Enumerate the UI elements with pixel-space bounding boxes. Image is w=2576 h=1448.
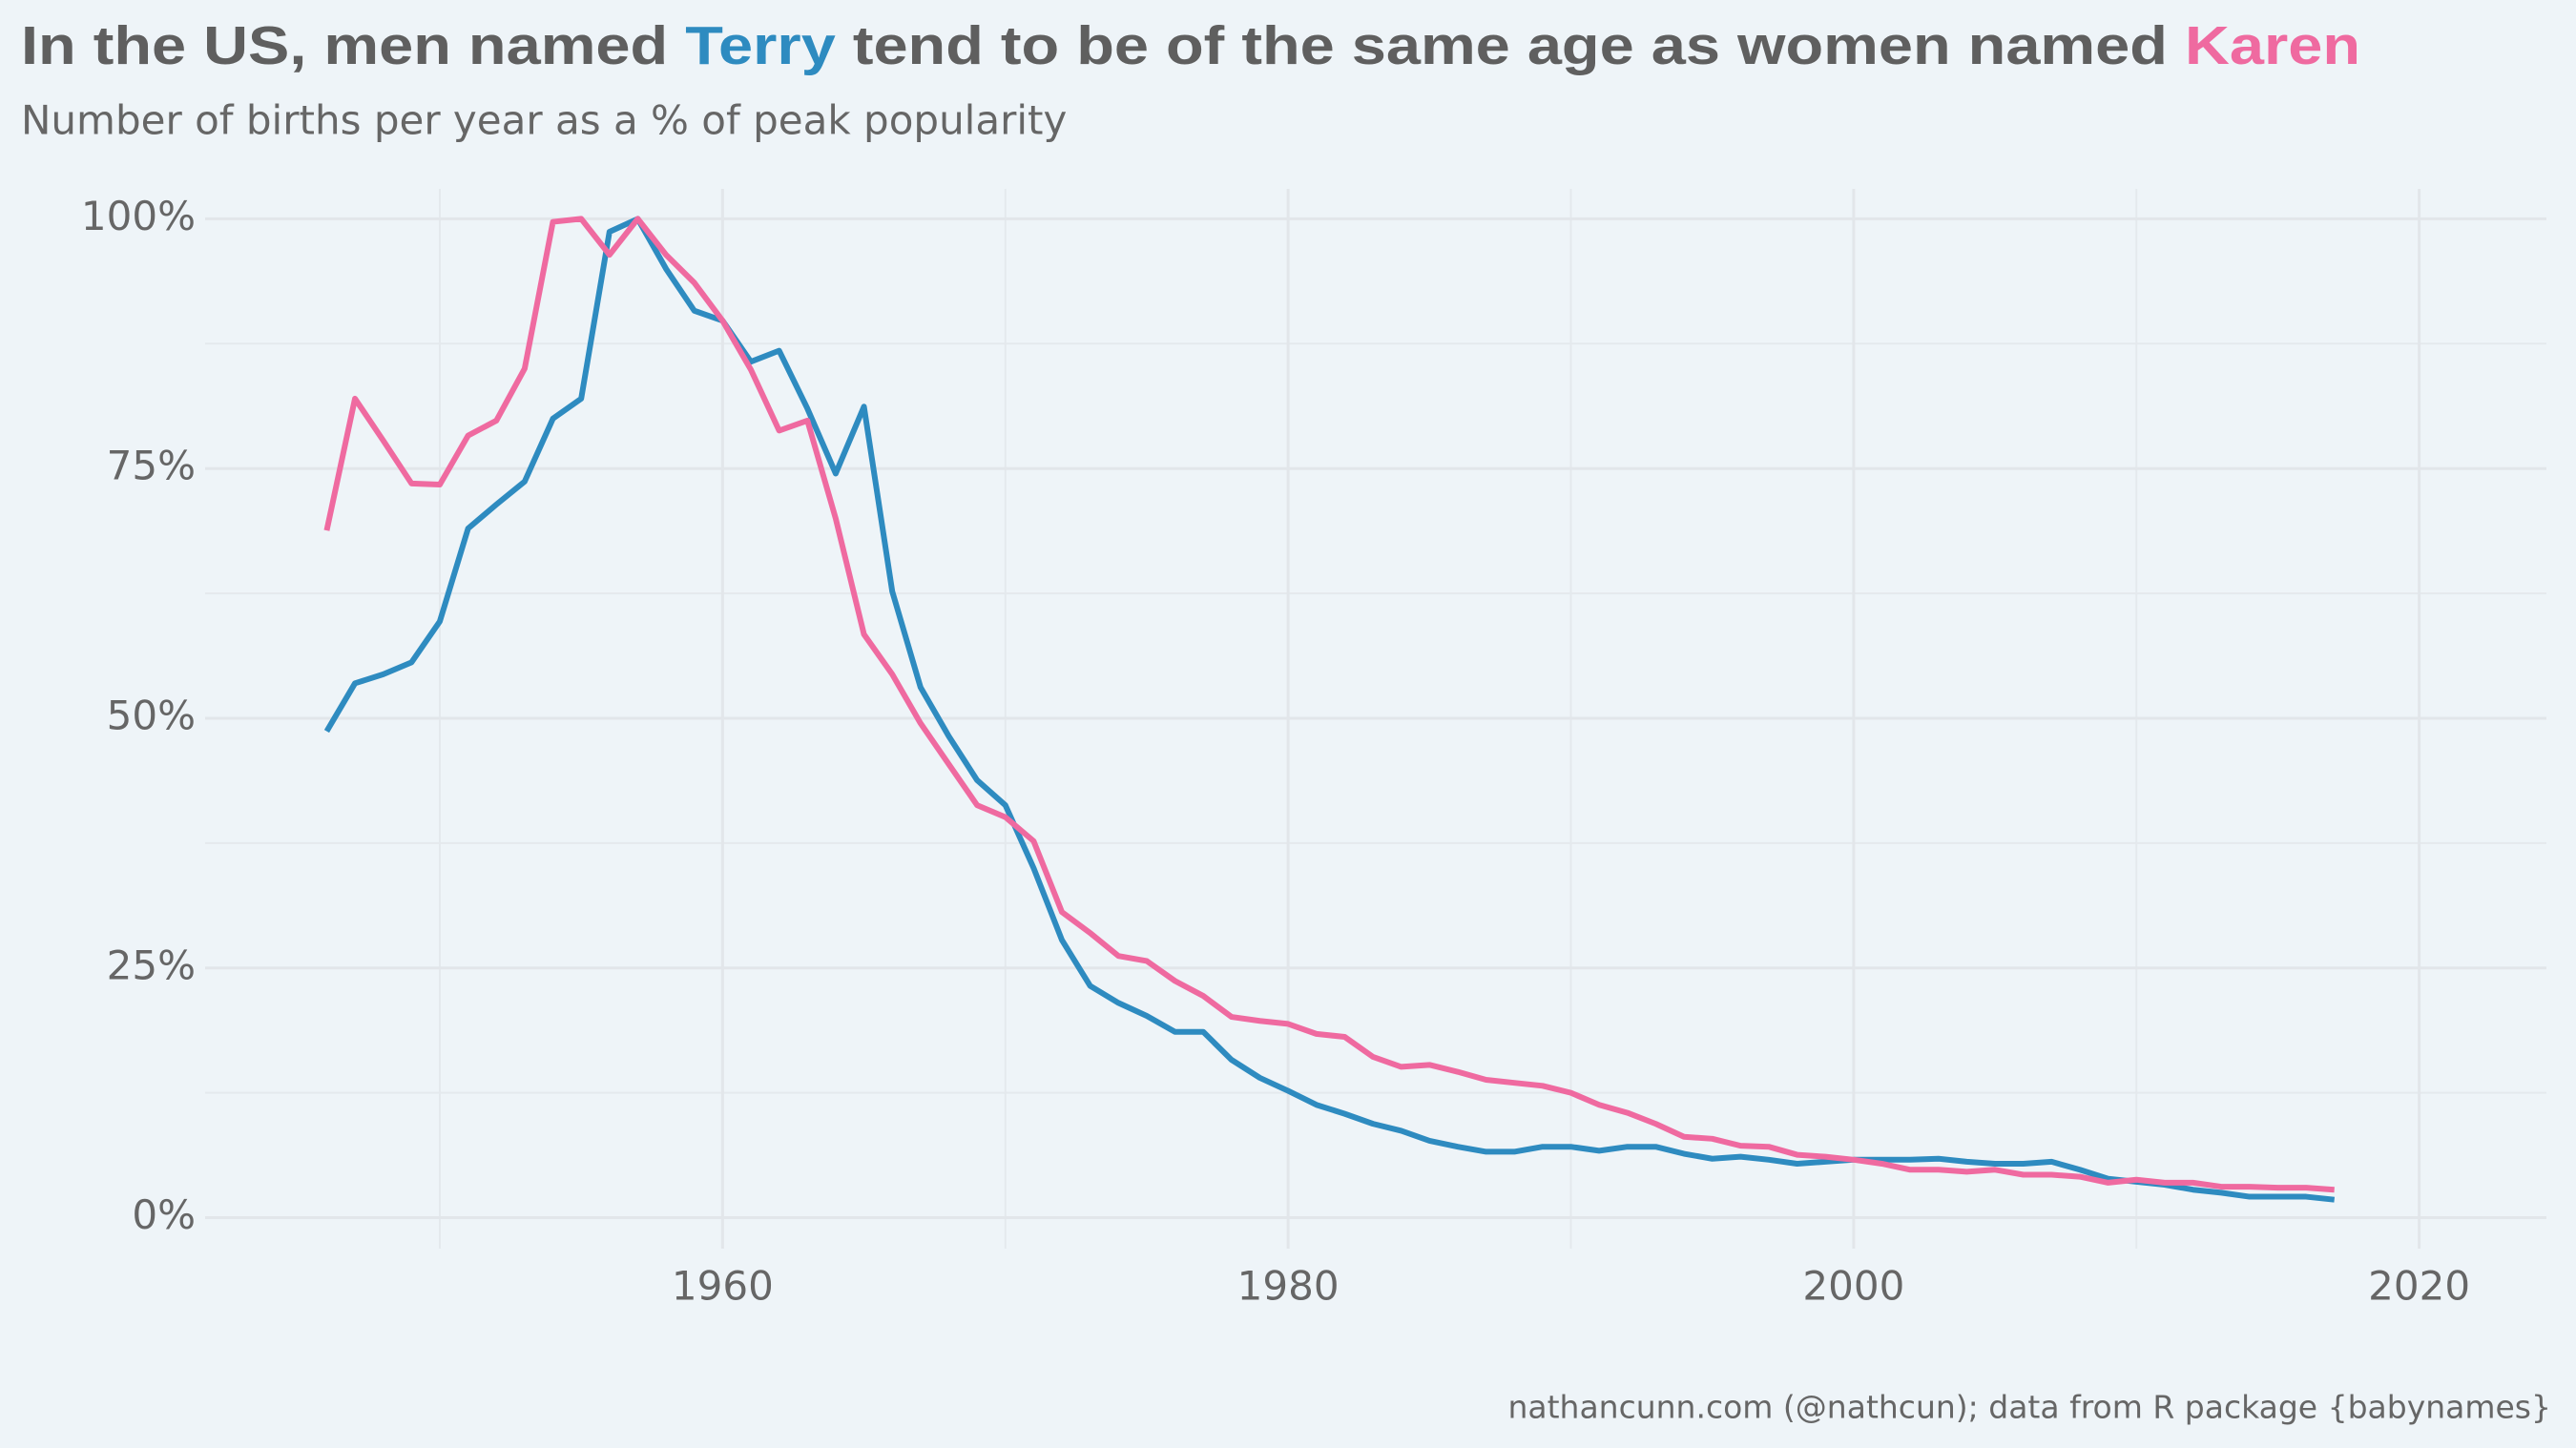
title-part: Karen	[2185, 15, 2360, 76]
y-tick-label: 0%	[132, 1191, 196, 1238]
x-tick-label: 2000	[1802, 1263, 1904, 1310]
y-tick-label: 100%	[81, 193, 196, 239]
title-part: Terry	[685, 15, 836, 76]
y-tick-label: 75%	[107, 443, 196, 489]
y-tick-label: 50%	[107, 692, 196, 738]
x-tick-label: 2020	[2368, 1263, 2470, 1310]
chart-subtitle: Number of births per year as a % of peak…	[21, 97, 1067, 144]
chart-title: In the US, men named Terry tend to be of…	[21, 15, 2360, 76]
caption: nathancunn.com (@nathcun); data from R p…	[1507, 1389, 2551, 1426]
title-part: In the US, men named	[21, 15, 685, 76]
line-karen	[323, 216, 2335, 1193]
title-part: tend to be of the same age as women name…	[836, 15, 2185, 76]
y-tick-label: 25%	[107, 941, 196, 988]
grid	[205, 189, 2546, 1249]
x-tick-label: 1980	[1237, 1263, 1340, 1310]
x-tick-label: 1960	[672, 1263, 774, 1310]
line-terry	[323, 216, 2336, 1203]
